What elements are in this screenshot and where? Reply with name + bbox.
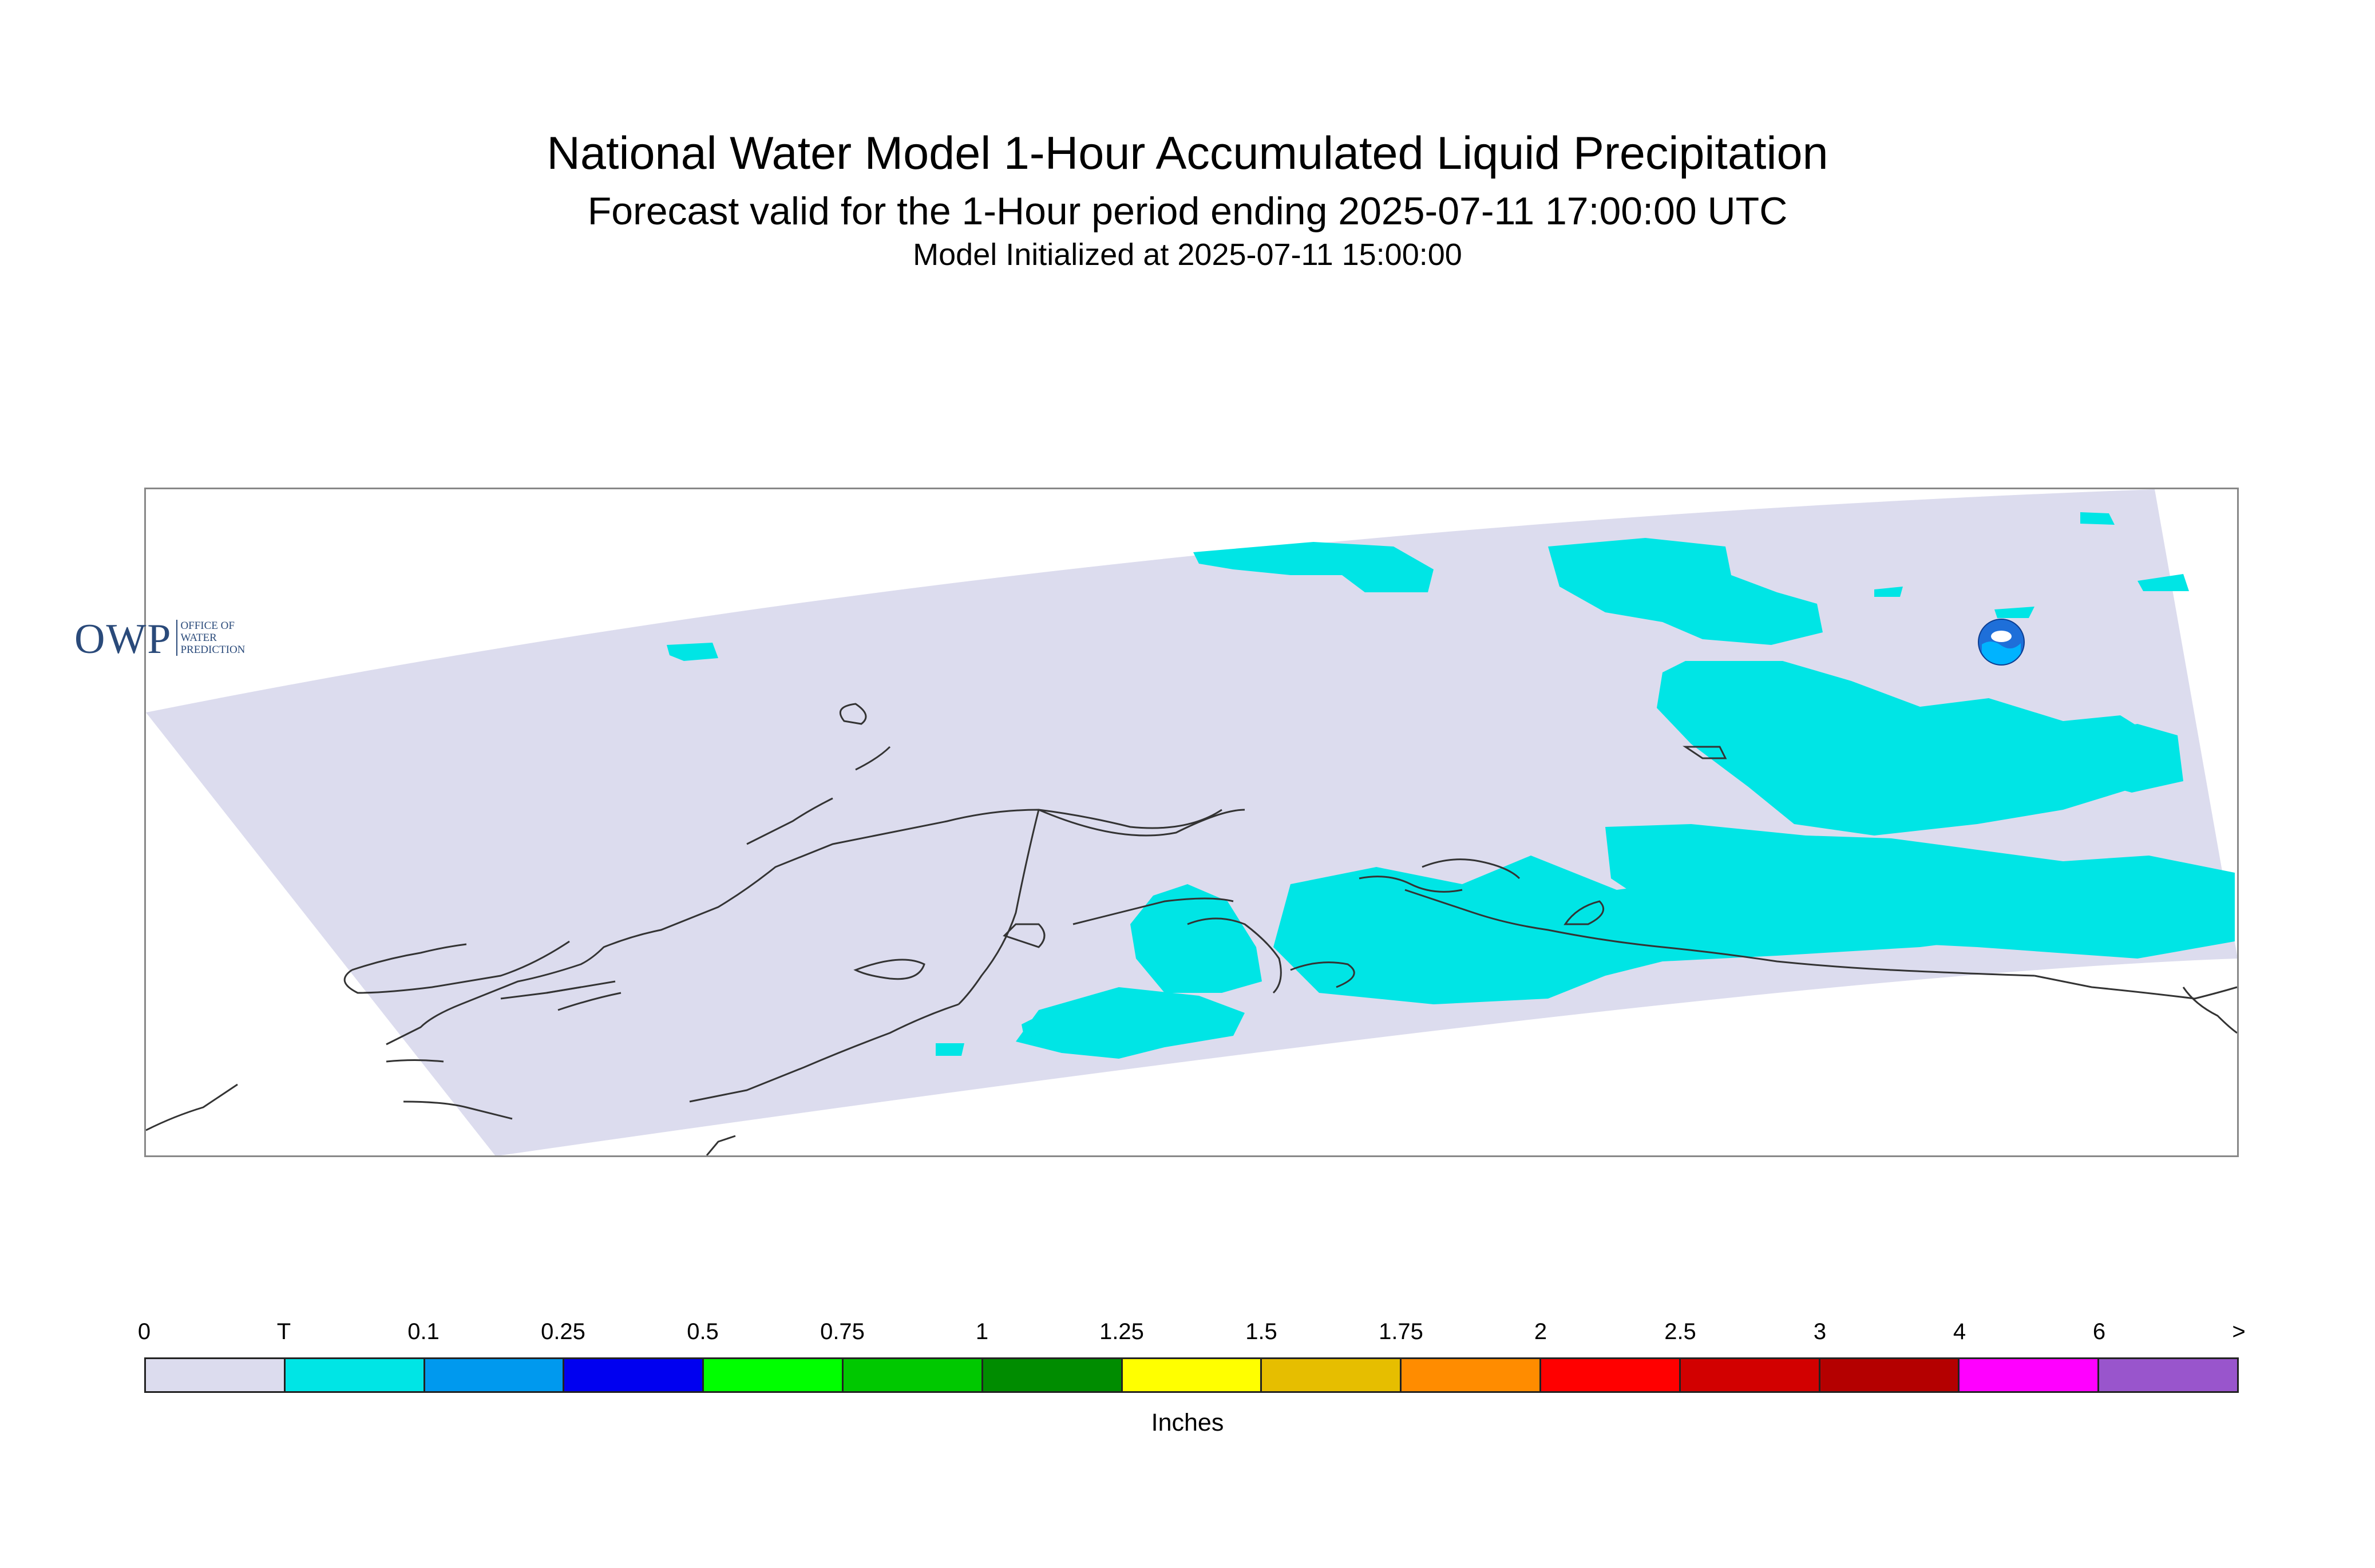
legend-bin bbox=[1122, 1359, 1262, 1391]
chart-subtitle: Forecast valid for the 1-Hour period end… bbox=[587, 189, 1788, 233]
legend-bin bbox=[1680, 1359, 1820, 1391]
legend-tick-label: 3 bbox=[1813, 1319, 1827, 1344]
trace-precip-areas bbox=[667, 512, 2235, 1059]
legend-bin bbox=[843, 1359, 983, 1391]
legend-tick-label: 1.75 bbox=[1379, 1319, 1423, 1344]
legend-bin bbox=[564, 1359, 704, 1391]
legend-tick-label: 0 bbox=[137, 1319, 151, 1344]
legend-bin bbox=[425, 1359, 565, 1391]
legend-tick-label: 2 bbox=[1534, 1319, 1547, 1344]
map-canvas bbox=[146, 489, 2237, 1155]
owp-logo-text: OFFICE OF WATER PREDICTION bbox=[176, 620, 245, 656]
legend-tick-label: 0.1 bbox=[407, 1319, 440, 1344]
legend-bin bbox=[983, 1359, 1123, 1391]
legend-tick-label: 1.25 bbox=[1099, 1319, 1144, 1344]
model-domain bbox=[146, 489, 2237, 1155]
legend-tick-label: T bbox=[276, 1319, 291, 1344]
owp-logo-line-1: OFFICE OF bbox=[180, 620, 235, 632]
legend-tick-label: 1 bbox=[975, 1319, 989, 1344]
legend-bin bbox=[1820, 1359, 1960, 1391]
color-legend bbox=[144, 1357, 2239, 1393]
coastlines bbox=[146, 703, 2237, 1155]
owp-logo-abbr: OWP bbox=[74, 616, 172, 663]
legend-bin bbox=[2099, 1359, 2237, 1391]
legend-bin bbox=[1541, 1359, 1681, 1391]
legend-bin bbox=[1402, 1359, 1541, 1391]
init-time-label: Model Initialized at 2025-07-11 15:00:00 bbox=[913, 237, 1462, 272]
precipitation-map bbox=[144, 488, 2239, 1157]
legend-tick-label: 0.5 bbox=[687, 1319, 719, 1344]
legend-tick-label: 2.5 bbox=[1664, 1319, 1696, 1344]
legend-bin bbox=[285, 1359, 425, 1391]
legend-tick-label: 6 bbox=[2092, 1319, 2106, 1344]
legend-bin bbox=[1262, 1359, 1402, 1391]
owp-logo-line-2: WATER bbox=[180, 632, 217, 644]
owp-logo-line-3: PREDICTION bbox=[180, 644, 246, 656]
chart-title: National Water Model 1-Hour Accumulated … bbox=[547, 128, 1828, 179]
legend-tick-label: 0.25 bbox=[541, 1319, 585, 1344]
legend-tick-label: 4 bbox=[1953, 1319, 1966, 1344]
legend-units-label: Inches bbox=[1151, 1409, 1224, 1436]
legend-bin bbox=[704, 1359, 844, 1391]
legend-bin bbox=[146, 1359, 286, 1391]
legend-bin bbox=[1960, 1359, 2100, 1391]
noaa-logo-graphic bbox=[1978, 619, 2025, 666]
noaa-logo-icon bbox=[1977, 618, 2025, 666]
owp-logo: OWP OFFICE OF WATER PREDICTION bbox=[74, 615, 245, 664]
legend-tick-label: > bbox=[2232, 1319, 2246, 1344]
legend-tick-label: 0.75 bbox=[820, 1319, 865, 1344]
legend-tick-label: 1.5 bbox=[1245, 1319, 1277, 1344]
